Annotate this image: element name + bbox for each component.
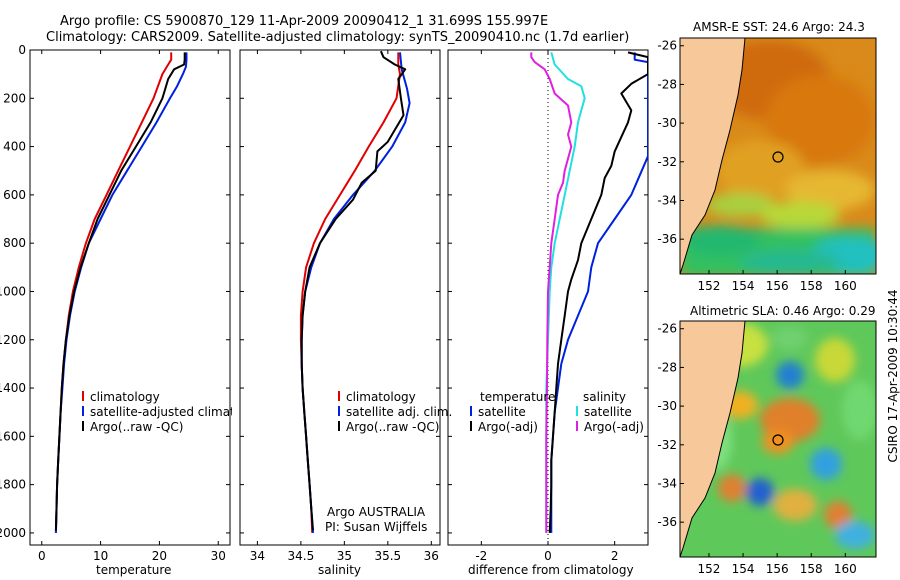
x-tick-label: 0 xyxy=(38,549,46,563)
sst-map-title: AMSR-E SST: 24.6 Argo: 24.3 xyxy=(693,20,865,34)
legend-title-salinity: salinity xyxy=(583,390,627,404)
side-timestamp: CSIRO 17-Apr-2009 10:30:44 xyxy=(886,289,900,463)
sla-map-title: Altimetric SLA: 0.46 Argo: 0.29 xyxy=(690,304,876,318)
y-tick-label: 800 xyxy=(3,236,26,250)
difference-series-group xyxy=(530,51,648,533)
x-tick-label: 35 xyxy=(337,549,352,563)
x-tick-label: 35.5 xyxy=(374,549,401,563)
salinity-legend: climatology satellite adj. clim. Argo(..… xyxy=(338,390,452,435)
sst-map xyxy=(680,38,876,274)
footer-note-line1: Argo AUSTRALIA xyxy=(327,505,426,519)
difference-xlabel: difference from climatology xyxy=(468,563,634,577)
legend-item-climatology: climatology xyxy=(338,390,452,405)
map-y-tick-label: -32 xyxy=(657,438,677,452)
map-x-tick-label: 152 xyxy=(698,279,721,293)
map-y-tick-label: -36 xyxy=(657,232,677,246)
plot-title-line2: Climatology: CARS2009. Satellite-adjuste… xyxy=(46,30,630,45)
legend-item-argo: Argo(..raw -QC) xyxy=(82,420,232,435)
map-x-tick-label: 156 xyxy=(766,279,789,293)
map-x-tick-label: 160 xyxy=(834,562,857,576)
map-y-tick-label: -32 xyxy=(657,155,677,169)
map-x-tick-label: 156 xyxy=(766,562,789,576)
sst-argo-marker xyxy=(772,151,784,163)
y-tick-label: 600 xyxy=(3,188,26,202)
map-y-tick-label: -30 xyxy=(657,399,677,413)
plot-title-line1: Argo profile: CS 5900870_129 11-Apr-2009… xyxy=(60,14,549,29)
x-tick-label: 20 xyxy=(152,549,167,563)
temperature-legend: climatology satellite-adjusted climatolo… xyxy=(82,390,232,435)
map-x-tick-label: 154 xyxy=(732,562,755,576)
legend-item-sal-satellite: satellite xyxy=(576,405,644,420)
map-y-tick-label: -28 xyxy=(657,360,677,374)
y-tick-label: 2000 xyxy=(0,526,26,540)
temperature-series-group xyxy=(54,52,188,533)
x-tick-label: -2 xyxy=(475,549,487,563)
series-line-argo-raw-qc- xyxy=(300,50,407,531)
series-line-temperature-argo-adj- xyxy=(548,51,648,533)
legend-item-climatology: climatology xyxy=(82,390,232,405)
legend-item-argo: Argo(..raw -QC) xyxy=(338,420,452,435)
map-x-tick-label: 158 xyxy=(800,279,823,293)
salinity-xlabel: salinity xyxy=(318,563,362,577)
legend-item-temp-satellite: satellite xyxy=(470,405,555,420)
x-tick-label: 10 xyxy=(93,549,108,563)
salinity-panel xyxy=(239,49,441,546)
y-tick-label: 1400 xyxy=(0,381,26,395)
map-y-tick-label: -26 xyxy=(657,322,677,336)
legend-item-satellite: satellite-adjusted climatology xyxy=(82,405,232,420)
series-line-salinity-argo-adj- xyxy=(530,52,573,533)
map-y-tick-label: -36 xyxy=(657,515,677,529)
diff-legend-temperature: temperature satellite Argo(-adj) xyxy=(470,390,555,435)
map-y-tick-label: -26 xyxy=(657,39,677,53)
y-tick-label: 1000 xyxy=(0,284,26,298)
legend-title-temperature: temperature xyxy=(480,390,556,404)
map-x-tick-label: 154 xyxy=(732,279,755,293)
map-x-tick-label: 158 xyxy=(800,562,823,576)
temperature-panel xyxy=(29,49,231,546)
x-tick-label: 2 xyxy=(611,549,619,563)
map-y-tick-label: -30 xyxy=(657,116,677,130)
x-tick-label: 36 xyxy=(424,549,439,563)
x-tick-label: 34 xyxy=(250,549,265,563)
series-line-argo-raw-qc- xyxy=(54,52,186,531)
sla-argo-marker xyxy=(772,434,784,446)
y-tick-label: 1200 xyxy=(0,333,26,347)
diff-legend-salinity: salinity satellite Argo(-adj) xyxy=(576,390,644,435)
temperature-xlabel: temperature xyxy=(96,563,172,577)
salinity-series-group xyxy=(299,50,411,533)
legend-item-temp-argo: Argo(-adj) xyxy=(470,420,555,435)
y-tick-label: 0 xyxy=(18,43,26,57)
sla-map xyxy=(680,321,876,557)
legend-item-sal-argo: Argo(-adj) xyxy=(576,420,644,435)
x-tick-label: 30 xyxy=(211,549,226,563)
y-tick-label: 400 xyxy=(3,140,26,154)
x-tick-label: 34.5 xyxy=(288,549,315,563)
legend-item-satellite: satellite adj. clim. xyxy=(338,405,452,420)
map-x-tick-label: 160 xyxy=(834,279,857,293)
x-tick-label: 0 xyxy=(544,549,552,563)
y-tick-label: 1800 xyxy=(0,478,26,492)
y-tick-label: 200 xyxy=(3,91,26,105)
map-x-tick-label: 152 xyxy=(698,562,721,576)
y-tick-label: 1600 xyxy=(0,429,26,443)
map-y-tick-label: -28 xyxy=(657,77,677,91)
map-y-tick-label: -34 xyxy=(657,476,677,490)
footer-note-line2: PI: Susan Wijffels xyxy=(325,520,428,534)
map-y-tick-label: -34 xyxy=(657,193,677,207)
